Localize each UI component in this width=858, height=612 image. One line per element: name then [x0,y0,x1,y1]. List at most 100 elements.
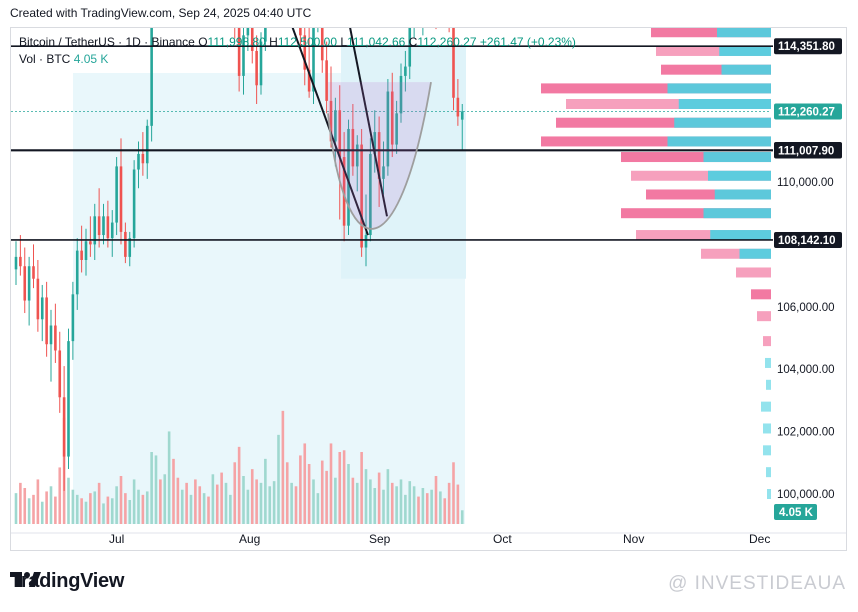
volume-bar [338,452,342,524]
volume-bar [167,431,171,524]
legend-vol-label[interactable]: Vol · BTC [19,52,71,66]
volume-profile-bar [646,189,771,200]
volume-bar [97,482,101,524]
volume-bar [141,494,145,524]
volume-profile-bar [766,467,771,478]
volume-bar [408,481,412,524]
volume-profile-up-bar [703,208,771,219]
volume-bar [159,479,162,524]
cup-pattern-fill [328,82,431,229]
volume-bar [71,489,75,524]
price-chart[interactable]: 98,000.00100,000.00102,000.00104,000.001… [11,28,847,551]
volume-bar [36,479,40,524]
volume-bar [185,482,188,524]
volume-profile [541,28,771,499]
volume-profile-bar [736,267,771,278]
price-axis-ticks: 98,000.00100,000.00102,000.00104,000.001… [777,177,835,501]
volume-bar [417,496,420,524]
candle-body [264,28,267,42]
volume-bar [316,493,320,524]
volume-bar [45,491,48,524]
candle-body [40,297,44,320]
volume-profile-bar [541,136,771,147]
volume-bar [128,500,132,524]
chart-frame[interactable]: Bitcoin / TetherUS · 1D · Binance O111,9… [10,27,847,551]
candle-body [89,241,92,245]
candle-body [132,169,136,239]
volume-bar [285,462,289,524]
price-tag-background [774,38,842,55]
legend-symbol[interactable]: Bitcoin / TetherUS · 1D · Binance [19,35,195,49]
volume-bar [430,489,433,524]
candle-body [347,128,350,226]
candle-body [145,125,149,164]
volume-profile-bar [763,336,771,347]
candle-body [23,266,27,301]
volume-bar [360,452,363,524]
volume-bar [194,479,197,524]
candle-body [382,166,385,179]
volume-bar [347,464,350,524]
volume-bar [421,488,425,524]
volume-bar [233,462,237,524]
candle-body [128,238,132,257]
tradingview-logo[interactable]: TradingView [10,570,124,593]
candle-body [355,144,359,167]
price-tick-label: 110,000.00 [777,177,834,189]
volume-bar [119,476,123,524]
candle-body [67,341,70,457]
volume-bar [198,486,202,524]
candle-body [312,28,315,92]
volume-profile-bar [765,357,771,368]
candle-body [19,256,22,267]
chart-legend: Bitcoin / TetherUS · 1D · Binance O111,9… [19,35,576,69]
volume-profile-bar [751,289,771,300]
candle-body [351,128,355,167]
price-tag: 112,260.27 [774,103,842,120]
price-tag-label: 108,142.10 [778,235,836,247]
volume-profile-bar [621,152,771,163]
legend-volume-row: Vol · BTC 4.05 K [19,52,576,69]
volume-bar [412,486,416,524]
legend-open: 111,998.80 [207,35,266,49]
candle-body [329,100,333,142]
candle-body [342,157,346,226]
price-tag-background [774,231,842,248]
legend-low: 111,042.66 [347,35,406,49]
candle-body [399,75,403,114]
candle-body [307,69,311,92]
legend-close-label: C [408,35,418,49]
volume-bar [246,489,250,524]
candle-body [338,110,342,158]
candle-body [404,66,407,76]
volume-bar [145,491,149,524]
candle-body [124,231,127,257]
candles [14,28,464,491]
volume-bar [290,482,293,524]
volume-bar [242,476,245,524]
volume-profile-up-bar [708,170,771,181]
volume-bar [106,496,110,524]
candle-body [80,250,83,260]
candle-body [84,241,88,260]
volume-bar [150,452,153,524]
candle-body [62,397,66,457]
volume-bar [32,494,35,524]
volume-bar [27,498,31,524]
volume-tag-label: 4.05 K [779,507,814,519]
candle-body [93,216,97,245]
volume-profile-up-bar [739,248,771,259]
volume-bar [369,479,372,524]
candle-body [303,35,307,70]
candle-body [75,250,79,295]
volume-bar [452,462,455,524]
volume-profile-bar [767,489,771,499]
volume-bar [299,455,302,524]
volume-profile-bar [621,208,771,219]
legend-price-row: Bitcoin / TetherUS · 1D · Binance O111,9… [19,35,576,52]
volume-bar [307,464,311,524]
candle-body [242,35,245,76]
volume-bar [268,486,272,524]
volume-profile-bar [566,99,771,109]
volume-bar [110,498,114,524]
